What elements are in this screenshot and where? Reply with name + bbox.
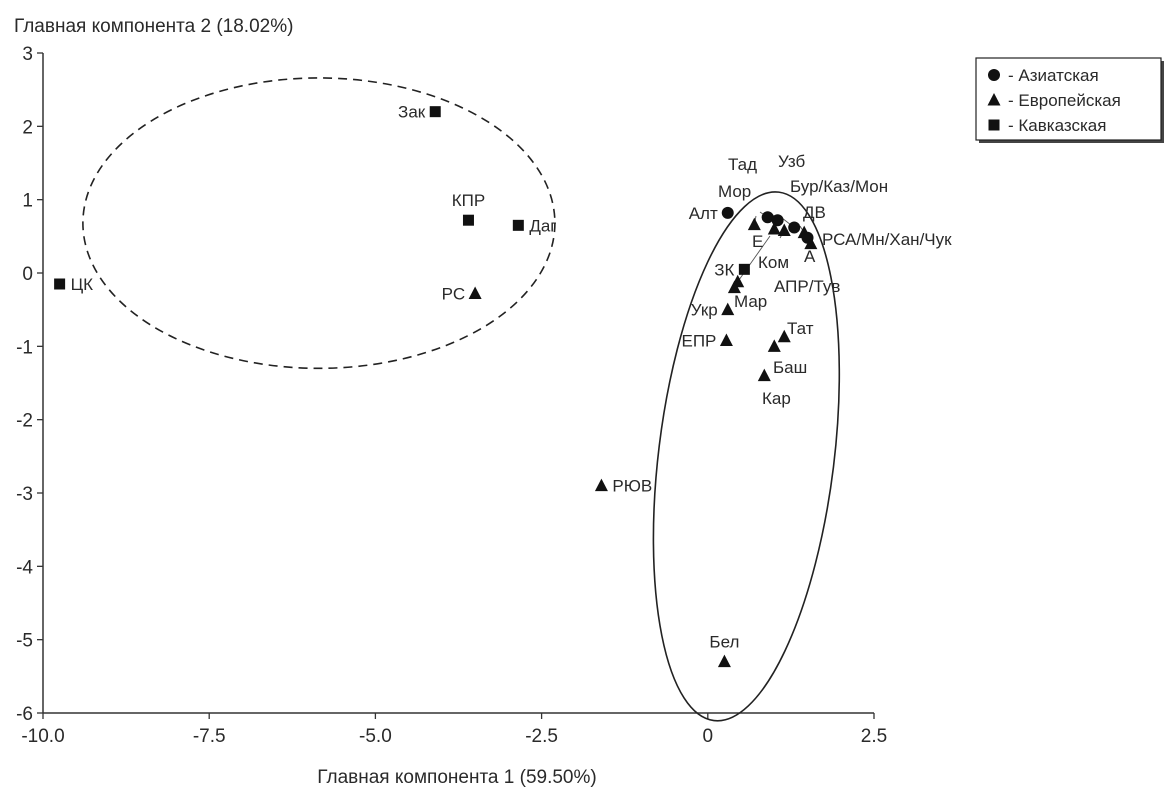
point-Мар <box>727 280 741 294</box>
point-label: Узб <box>778 152 805 171</box>
point-label: ЕПР <box>682 331 717 350</box>
y-tick-label: -3 <box>16 484 33 505</box>
point-РС <box>468 286 482 300</box>
point-Алт <box>721 206 734 219</box>
point-label: Кар <box>762 389 791 408</box>
point-label: РЮВ <box>612 477 652 496</box>
point-РЮВ <box>594 478 608 492</box>
cluster-ellipse <box>652 191 841 722</box>
legend-marker-circle <box>988 69 1000 81</box>
y-tick-label: 1 <box>22 191 33 212</box>
data-points <box>54 106 818 668</box>
y-axis-title: Главная компонента 2 (18.02%) <box>14 16 293 37</box>
point-label: Тат <box>787 319 814 338</box>
point-label: Бур/Каз/Мон <box>790 177 888 196</box>
x-axis-title: Главная компонента 1 (59.50%) <box>317 767 596 787</box>
point-ЗК <box>738 263 750 275</box>
x-tick-label: 0 <box>703 726 714 747</box>
point-ЕПР <box>719 333 733 346</box>
x-tick-label: -7.5 <box>193 726 226 747</box>
point-label: Мар <box>734 292 767 311</box>
point-label: Мор <box>718 182 751 201</box>
point-label: Укр <box>691 301 718 320</box>
point-label: Тад <box>728 155 757 174</box>
y-tick-label: -5 <box>16 631 33 652</box>
y-tick-label: -2 <box>16 411 33 432</box>
point-label: А <box>804 247 816 266</box>
y-tick-label: 0 <box>22 264 33 285</box>
point-label: Зак <box>398 103 426 122</box>
point-label: Алт <box>689 204 718 223</box>
point-label: КПР <box>452 191 485 210</box>
point-label: ДВ <box>803 203 826 222</box>
point-Ком <box>777 223 791 236</box>
cluster-ellipse <box>82 77 556 370</box>
legend-marker-triangle <box>987 93 1001 106</box>
axes: -10.0 -7.5 -5.0 -2.5 0 2.5 3 2 1 0 -1 -2 -3 -4 -5 -6 <box>16 44 887 747</box>
point-label: ЦК <box>71 275 94 294</box>
y-tick-label: -6 <box>16 704 33 725</box>
point-Даг <box>512 219 524 231</box>
legend-label: - Азиатская <box>1008 66 1099 85</box>
point-Мор <box>747 217 761 231</box>
point-label: Даг <box>529 216 556 235</box>
point-Зак <box>429 106 441 118</box>
point-label: Е <box>752 232 763 251</box>
legend-marker-square <box>988 119 1000 131</box>
point-Бел <box>717 654 731 668</box>
x-tick-label: -2.5 <box>525 726 558 747</box>
y-tick-label: -4 <box>16 557 33 578</box>
point-label: РСА/Мн/Хан/Чук <box>822 230 952 249</box>
point-label: Баш <box>773 358 807 377</box>
point-Баш <box>767 339 781 352</box>
cluster-ellipses <box>82 77 841 722</box>
legend-box <box>975 57 1162 141</box>
point-Тад <box>761 211 774 224</box>
y-tick-label: -1 <box>16 337 33 358</box>
point-Укр <box>721 302 735 316</box>
point-Е <box>767 222 781 235</box>
x-tick-label: -10.0 <box>21 726 64 747</box>
point-Бур/Каз/Мон <box>788 221 801 234</box>
legend-label: - Кавказская <box>1008 116 1106 135</box>
x-tick-label: 2.5 <box>861 726 887 747</box>
point-label: Бел <box>709 633 739 652</box>
legend: - Азиатская - Европейская - Кавказская <box>975 57 1164 143</box>
point-Тат <box>777 329 791 343</box>
point-label: Ком <box>758 253 789 272</box>
y-tick-label: 2 <box>22 117 33 138</box>
x-tick-label: -5.0 <box>359 726 392 747</box>
y-tick-label: 3 <box>22 44 33 65</box>
point-ЦК <box>54 278 66 290</box>
legend-label: - Европейская <box>1008 91 1121 110</box>
point-label: РС <box>442 285 465 304</box>
point-А <box>804 236 818 250</box>
point-Кар <box>757 368 771 382</box>
point-КПР <box>462 214 474 226</box>
point-label: ЗК <box>714 260 734 279</box>
point-label: АПР/Тув <box>774 277 840 296</box>
